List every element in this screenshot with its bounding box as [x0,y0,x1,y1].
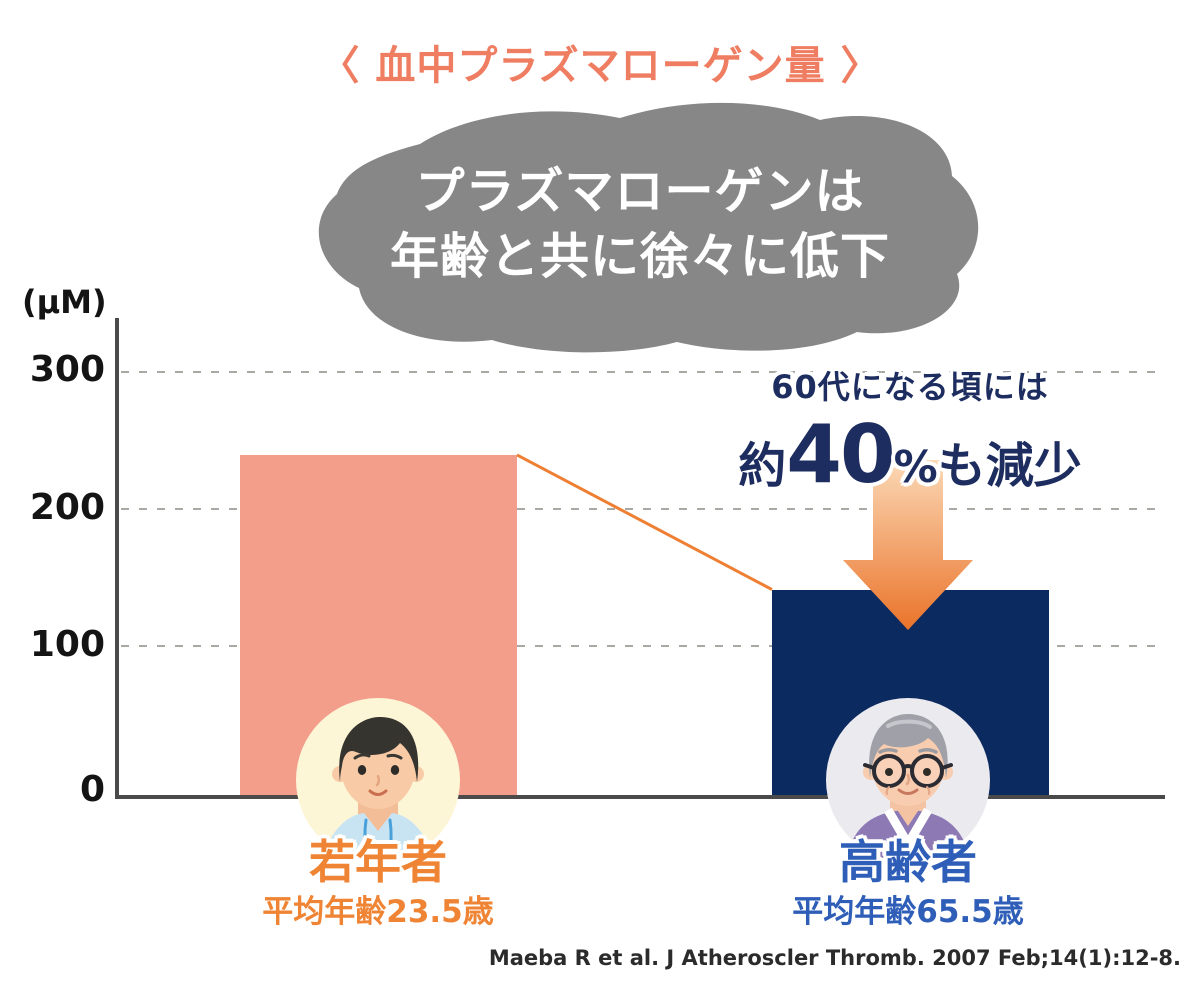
callout-line2: 年齢と共に徐々に低下 [389,228,890,285]
y-tick-100: 100 [29,624,105,665]
young-man-avatar [296,698,460,862]
annotation-suffix: も減少 [937,438,1082,494]
gridline-100 [121,645,1163,647]
annotation-prefix: 約 [738,438,787,494]
callout-line1: プラズマローゲンは [415,163,865,221]
callout-bubble: プラズマローゲンは 年齢と共に徐々に低下 [295,102,985,353]
callout-text: プラズマローゲンは 年齢と共に徐々に低下 [295,102,985,348]
elderly-group-sublabel: 平均年齢65.5歳 [792,894,1024,930]
annotation-percent: % [893,442,938,493]
decline-annotation: 60代になる頃には 約40%も減少 [700,362,1120,501]
y-axis-unit-label: (μM) [22,283,107,321]
y-tick-0: 0 [79,769,105,810]
down-arrow-icon [843,460,973,630]
annotation-number: 40 [786,408,895,501]
elderly-group-label: 高齢者 [839,835,977,889]
y-tick-200: 200 [29,487,105,528]
x-axis-line [115,795,1165,799]
callout-blob-shape [318,102,979,353]
gridline-300 [121,371,1163,373]
page-title: 〈 血中プラズマローゲン量 〉 [319,43,882,89]
annotation-line1: 60代になる頃には [771,368,1049,406]
young-group-label: 若年者 [309,835,447,889]
young-group-sublabel: 平均年齢23.5歳 [262,894,494,930]
y-axis-line [115,318,119,799]
citation-text: Maeba R et al. J Atheroscler Thromb. 200… [488,946,1181,970]
annotation-line2: 約40%も減少 [700,408,1120,501]
elderly-man-avatar [826,698,990,862]
y-tick-300: 300 [29,349,105,390]
